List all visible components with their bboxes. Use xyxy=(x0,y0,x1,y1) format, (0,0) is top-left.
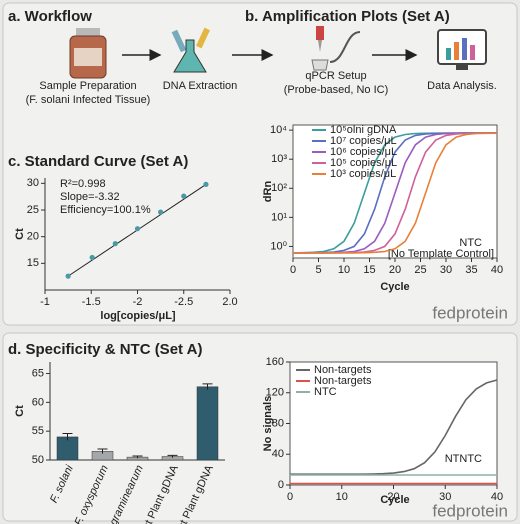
y-tick-label: 15 xyxy=(27,257,39,269)
workflow-title: a. Workflow xyxy=(8,8,92,25)
plot-frame xyxy=(289,361,498,486)
step-label: Data Analysis. xyxy=(427,80,497,92)
x-tick-label: 15 xyxy=(363,264,375,276)
chart-title: c. Standard Curve (Set A) xyxy=(8,153,188,170)
annotation: R²=0.998 xyxy=(60,178,106,190)
annotation: NTC xyxy=(459,237,482,249)
x-tick-label: 20 xyxy=(389,264,401,276)
error-bar xyxy=(62,432,73,441)
y-axis-label: No signals xyxy=(262,396,274,452)
step-label: qPCR Setup xyxy=(305,70,366,82)
y-tick-label: 120 xyxy=(266,387,284,399)
error-bar xyxy=(202,383,213,390)
legend-label: 10³ copies/μL xyxy=(330,168,396,180)
icon-extraction xyxy=(171,27,210,73)
y-tick-label: 25 xyxy=(27,204,39,216)
y-axis-label: Ct xyxy=(14,405,26,417)
x-tick-label: 5 xyxy=(315,264,321,276)
y-tick-label: 10¹ xyxy=(271,211,287,223)
y-tick-label: 10⁰ xyxy=(270,240,287,252)
error-bar xyxy=(97,448,108,454)
annotation: [No Template Control] xyxy=(388,248,494,260)
x-axis-label: log[copies/μL] xyxy=(100,310,176,322)
error-bar xyxy=(132,455,143,459)
x-tick-label: -2 xyxy=(133,296,143,308)
bar xyxy=(196,386,219,461)
point xyxy=(181,193,187,199)
y-tick-label: 80 xyxy=(272,417,284,429)
chart-title: b. Amplification Plots (Set A) xyxy=(245,8,450,25)
step-label: Sample Preparation xyxy=(39,80,136,92)
y-tick-label: 0 xyxy=(278,479,284,491)
x-tick-label: -2.5 xyxy=(174,296,193,308)
x-tick-label: 10 xyxy=(336,491,348,503)
y-tick-label: 20 xyxy=(27,231,39,243)
point xyxy=(134,226,141,232)
x-axis-label: Cycle xyxy=(380,281,409,293)
x-tick-label: -1.5 xyxy=(82,296,101,308)
y-tick-label: 40 xyxy=(272,448,284,460)
legend-label: 10⁵ copies/μL xyxy=(330,157,397,169)
x-tick-label: 10 xyxy=(338,264,350,276)
x-tick-label: 30 xyxy=(440,264,452,276)
step-label: DNA Extraction xyxy=(163,80,238,92)
icon-qpcr xyxy=(311,26,361,71)
legend-label: NTC xyxy=(314,386,337,398)
annotation: NTNTC xyxy=(445,453,482,465)
x-tick-label: 2.0 xyxy=(222,296,237,308)
point xyxy=(89,254,95,261)
y-tick-label: 60 xyxy=(32,396,44,408)
legend-label: Non-targets xyxy=(314,375,372,387)
point xyxy=(65,273,71,279)
step-sublabel: (Probe-based, No IC) xyxy=(284,84,389,96)
y-axis-label: dRn xyxy=(262,181,274,203)
watermark: fedprotein xyxy=(432,303,508,322)
legend-label: Non-targets xyxy=(314,364,372,376)
y-tick-label: 55 xyxy=(32,425,44,437)
x-tick-label: 40 xyxy=(491,491,503,503)
x-tick-label: 0 xyxy=(287,491,293,503)
error-bar xyxy=(167,454,178,458)
watermark: fedprotein xyxy=(432,501,508,520)
point xyxy=(158,209,164,215)
y-tick-label: 10² xyxy=(271,182,287,194)
x-axis-label: Cycle xyxy=(380,494,409,506)
annotation: Slope=-3.32 xyxy=(60,191,120,203)
step-sublabel: (F. solani Infected Tissue) xyxy=(26,94,151,106)
x-tick-label: -1 xyxy=(40,296,50,308)
y-tick-label: 10⁴ xyxy=(270,124,287,136)
x-tick-label: 40 xyxy=(491,264,503,276)
y-tick-label: 65 xyxy=(32,367,44,379)
y-tick-label: 160 xyxy=(266,356,284,368)
x-tick-label: 25 xyxy=(414,264,426,276)
icon-monitor xyxy=(437,29,487,70)
y-axis-label: Ct xyxy=(14,228,26,240)
chart-title: d. Specificity & NTC (Set A) xyxy=(8,341,202,358)
legend-label: 10⁵olni gDNA xyxy=(330,124,397,136)
point xyxy=(112,241,118,247)
legend-label: 10⁷ copies/μL xyxy=(330,135,397,147)
y-tick-label: 50 xyxy=(32,454,44,466)
icon-bottle xyxy=(69,28,107,79)
point xyxy=(203,181,209,187)
legend-label: 10⁶ copies/μL xyxy=(330,146,397,158)
y-tick-label: 10³ xyxy=(271,153,287,165)
series-line xyxy=(293,132,498,254)
x-tick-label: 20 xyxy=(387,491,399,503)
x-tick-label: 0 xyxy=(290,264,296,276)
x-tick-label: 35 xyxy=(465,264,477,276)
y-tick-label: 30 xyxy=(27,177,39,189)
annotation: Efficiency=100.1% xyxy=(60,204,151,216)
x-tick-label: 30 xyxy=(439,491,451,503)
